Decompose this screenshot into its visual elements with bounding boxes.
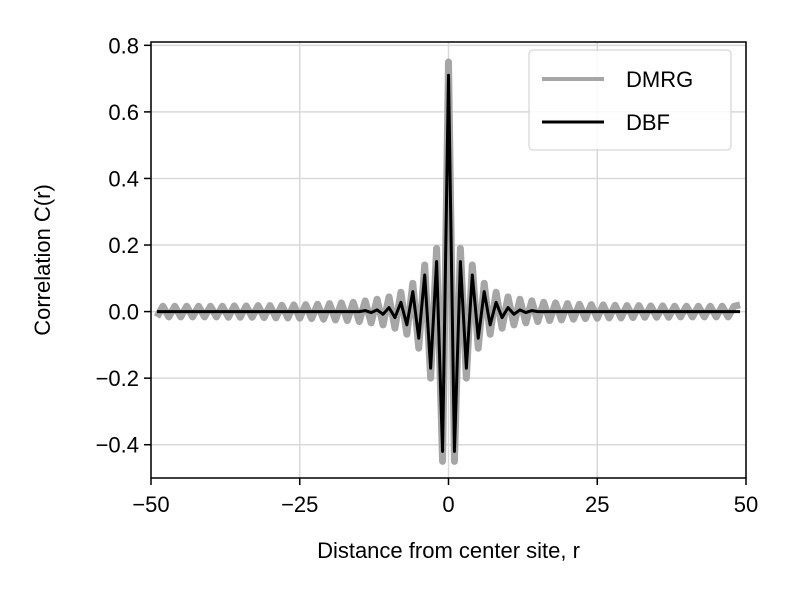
y-axis-label: Correlation C(r)	[30, 184, 55, 336]
x-tick-label: 25	[585, 492, 609, 517]
y-tick-label: −0.4	[96, 433, 139, 458]
y-tick-label: 0.6	[108, 100, 139, 125]
y-tick-label: −0.2	[96, 366, 139, 391]
y-tick-label: 0.8	[108, 33, 139, 58]
series-line-dmrg	[153, 58, 741, 465]
x-tick-label: −50	[132, 492, 169, 517]
series-lines	[153, 58, 741, 465]
legend-label-dmrg: DMRG	[626, 67, 693, 92]
legend: DMRG DBF	[528, 49, 732, 151]
y-tick-label: 0.0	[108, 300, 139, 325]
series-line-dbf	[156, 73, 741, 453]
x-tick-label: −25	[281, 492, 318, 517]
y-tick-label: 0.2	[108, 233, 139, 258]
legend-box	[528, 49, 732, 151]
y-tick-label: 0.4	[108, 166, 139, 191]
x-axis-label: Distance from center site, r	[317, 538, 580, 563]
x-tick-label: 50	[734, 492, 758, 517]
legend-label-dbf: DBF	[626, 110, 670, 135]
axis-ticks: −50 −25 0 25 50 −0.4 −0.2 0.0 0.2 0.4 0.6 0.8	[96, 33, 759, 517]
x-tick-label: 0	[442, 492, 454, 517]
